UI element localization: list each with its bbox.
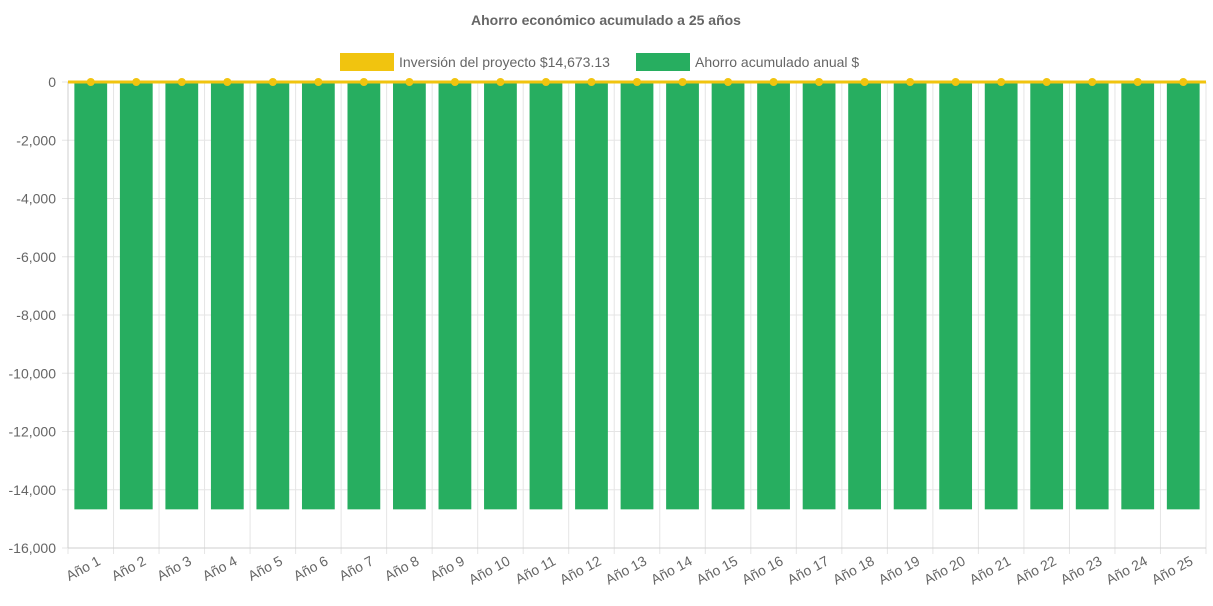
x-tick-label: Año 16 bbox=[739, 552, 786, 587]
point-inversion[interactable] bbox=[633, 78, 641, 86]
x-tick-label: Año 24 bbox=[1103, 552, 1150, 587]
x-tick-label: Año 1 bbox=[63, 552, 103, 583]
bar-ahorro[interactable] bbox=[1166, 82, 1200, 510]
point-inversion[interactable] bbox=[1133, 78, 1142, 86]
bar-ahorro[interactable] bbox=[119, 82, 153, 510]
x-tick-label: Año 25 bbox=[1149, 552, 1196, 587]
bar-ahorro[interactable] bbox=[802, 82, 836, 510]
point-inversion[interactable] bbox=[815, 78, 824, 86]
legend-item-savings[interactable]: Ahorro acumulado anual $ bbox=[636, 53, 859, 71]
x-tick-label: Año 21 bbox=[967, 552, 1014, 587]
x-tick-label: Año 17 bbox=[785, 552, 832, 587]
bar-ahorro[interactable] bbox=[575, 82, 608, 510]
point-inversion[interactable] bbox=[1088, 78, 1097, 86]
x-tick-label: Año 4 bbox=[200, 552, 240, 583]
point-inversion[interactable] bbox=[541, 78, 550, 86]
x-tick-label: Año 22 bbox=[1012, 552, 1059, 587]
x-tick-label: Año 13 bbox=[602, 552, 649, 587]
chart-title: Ahorro económico acumulado a 25 años bbox=[471, 12, 741, 28]
y-tick-label: -12,000 bbox=[9, 424, 57, 440]
point-inversion[interactable] bbox=[405, 78, 414, 86]
x-tick-label: Año 5 bbox=[245, 552, 285, 583]
point-inversion[interactable] bbox=[314, 78, 323, 86]
bar-ahorro[interactable] bbox=[393, 82, 426, 510]
bar-ahorro[interactable] bbox=[438, 82, 472, 510]
y-tick-label: -2,000 bbox=[16, 132, 56, 148]
point-inversion[interactable] bbox=[132, 78, 141, 86]
bar-ahorro[interactable] bbox=[256, 82, 290, 510]
y-tick-label: 0 bbox=[48, 74, 56, 90]
x-tick-label: Año 20 bbox=[921, 552, 968, 587]
point-inversion[interactable] bbox=[906, 78, 915, 86]
bar-ahorro[interactable] bbox=[1030, 82, 1064, 510]
point-inversion[interactable] bbox=[450, 78, 459, 86]
x-tick-label: Año 18 bbox=[830, 552, 877, 587]
x-tick-label: Año 7 bbox=[336, 552, 376, 583]
point-inversion[interactable] bbox=[177, 78, 186, 86]
legend-label-savings: Ahorro acumulado anual $ bbox=[695, 54, 859, 70]
y-tick-label: -10,000 bbox=[9, 365, 57, 381]
grid bbox=[62, 81, 1207, 554]
point-inversion[interactable] bbox=[496, 78, 505, 86]
x-tick-label: Año 12 bbox=[557, 552, 604, 587]
x-tick-label: Año 9 bbox=[427, 552, 467, 583]
bar-ahorro[interactable] bbox=[529, 82, 563, 510]
point-inversion[interactable] bbox=[860, 78, 869, 86]
bar-ahorro[interactable] bbox=[210, 82, 244, 510]
x-tick-label: Año 11 bbox=[512, 552, 558, 587]
x-tick-label: Año 15 bbox=[694, 552, 741, 587]
legend-swatch-savings bbox=[636, 53, 690, 71]
bar-ahorro[interactable] bbox=[757, 82, 790, 510]
point-inversion[interactable] bbox=[769, 78, 778, 86]
point-inversion[interactable] bbox=[223, 78, 232, 86]
line-series bbox=[68, 78, 1206, 86]
x-axis-ticks: Año 1 Año 2 Año 3 Año 4 Año 5 Año 6 Año 7 Año 8… bbox=[63, 552, 1195, 587]
legend-item-investment[interactable]: Inversión del proyecto $14,673.13 bbox=[340, 53, 610, 71]
point-inversion[interactable] bbox=[997, 78, 1006, 86]
bar-ahorro[interactable] bbox=[939, 82, 973, 510]
y-tick-label: -6,000 bbox=[16, 249, 56, 265]
y-tick-label: -14,000 bbox=[9, 482, 57, 498]
y-tick-label: -16,000 bbox=[9, 540, 57, 556]
y-tick-label: -4,000 bbox=[16, 191, 56, 207]
bar-ahorro[interactable] bbox=[301, 82, 335, 510]
x-tick-label: Año 23 bbox=[1058, 552, 1105, 587]
bar-ahorro[interactable] bbox=[74, 82, 108, 510]
x-tick-label: Año 8 bbox=[382, 552, 422, 583]
bar-ahorro[interactable] bbox=[666, 82, 699, 510]
bar-ahorro[interactable] bbox=[484, 82, 517, 510]
bar-ahorro[interactable] bbox=[893, 82, 927, 510]
point-inversion[interactable] bbox=[678, 78, 687, 86]
bar-ahorro[interactable] bbox=[620, 82, 654, 510]
x-tick-label: Año 19 bbox=[876, 552, 923, 587]
bar-ahorro[interactable] bbox=[711, 82, 745, 510]
x-tick-label: Año 3 bbox=[154, 552, 194, 583]
x-tick-label: Año 14 bbox=[648, 552, 695, 587]
point-inversion[interactable] bbox=[1179, 78, 1188, 86]
x-tick-label: Año 2 bbox=[109, 552, 149, 583]
x-tick-label: Año 10 bbox=[466, 552, 513, 587]
point-inversion[interactable] bbox=[1042, 78, 1051, 86]
y-tick-label: -8,000 bbox=[16, 307, 56, 323]
point-inversion[interactable] bbox=[359, 78, 368, 86]
legend: Inversión del proyecto $14,673.13 Ahorro… bbox=[340, 53, 859, 71]
point-inversion[interactable] bbox=[587, 78, 596, 86]
bar-ahorro[interactable] bbox=[165, 82, 199, 510]
x-tick-label: Año 6 bbox=[291, 552, 331, 583]
point-inversion[interactable] bbox=[268, 78, 277, 86]
legend-label-investment: Inversión del proyecto $14,673.13 bbox=[399, 54, 610, 70]
bar-ahorro[interactable] bbox=[1121, 82, 1155, 510]
bar-ahorro[interactable] bbox=[1075, 82, 1109, 510]
point-inversion[interactable] bbox=[724, 78, 733, 86]
point-inversion[interactable] bbox=[951, 78, 960, 86]
bar-ahorro[interactable] bbox=[848, 82, 881, 510]
y-axis-ticks: 0 -2,000 -4,000 -6,000 -8,000 -10,000 -12,000 -… bbox=[9, 74, 57, 556]
bar-ahorro[interactable] bbox=[984, 82, 1018, 510]
bar-series bbox=[74, 82, 1200, 510]
bar-ahorro[interactable] bbox=[347, 82, 381, 510]
legend-swatch-investment bbox=[340, 53, 394, 71]
point-inversion[interactable] bbox=[86, 78, 95, 86]
